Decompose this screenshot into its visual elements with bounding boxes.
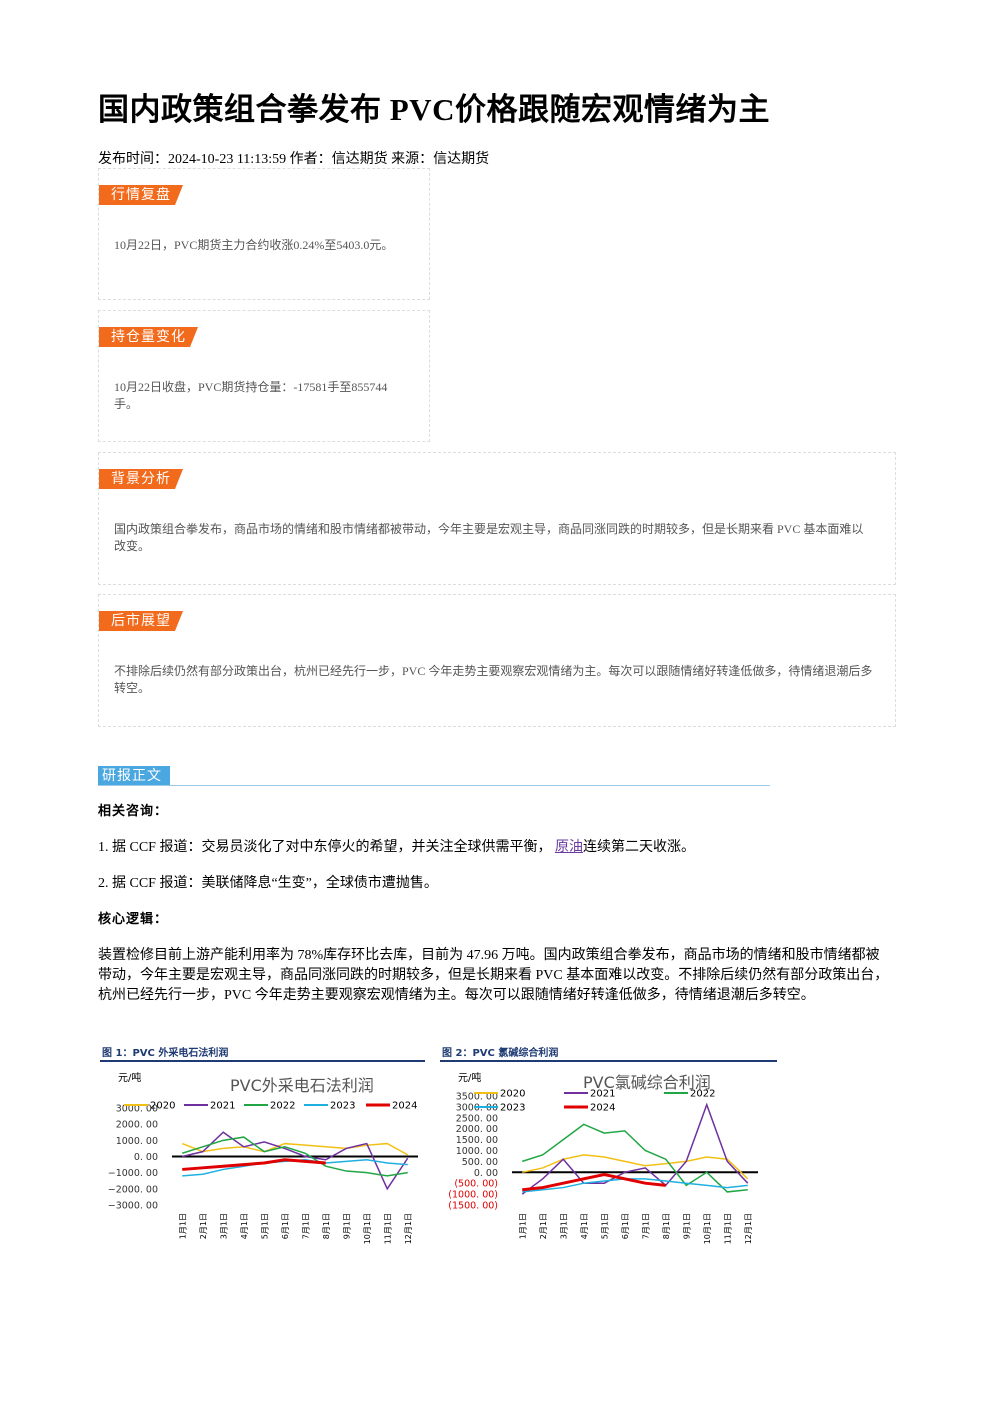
heading: 相关咨询： xyxy=(98,804,169,819)
y-tick-label: −2000. 00 xyxy=(108,1184,158,1195)
series-line xyxy=(181,1142,409,1156)
y-tick-label: 3500. 00 xyxy=(456,1092,498,1103)
x-tick-label: 11月1日 xyxy=(723,1213,732,1244)
y-tick-label: 2500. 00 xyxy=(456,1113,498,1124)
series-line xyxy=(182,1136,408,1177)
unit: 元/吨 xyxy=(458,1071,481,1084)
x-tick-label: 3月1日 xyxy=(559,1213,568,1239)
x-tick-label: 3月1日 xyxy=(219,1213,228,1239)
x-tick-label: 7月1日 xyxy=(641,1213,650,1239)
series-line xyxy=(521,1102,749,1195)
item: 2. 据 CCF 报道：美联储降息“生变”，全球债市遭抛售。 xyxy=(98,876,438,891)
caption: 图 1：PVC 外采电石法利润 xyxy=(102,1046,228,1059)
y-tick-label: 0. 00 xyxy=(474,1168,498,1179)
x-tick-label: 12月1日 xyxy=(744,1213,753,1244)
legend-label: 2022 xyxy=(270,1101,295,1112)
y-tick-label: 1000. 00 xyxy=(116,1136,158,1147)
link[interactable]: 原油 xyxy=(554,840,583,855)
x-tick-label: 1月1日 xyxy=(518,1213,527,1239)
y-tick-label: 1500. 00 xyxy=(456,1135,498,1146)
section-box: 持仓量变化 10月22日收盘，PVC期货持仓量：-17581手至855744手。 xyxy=(98,310,430,442)
section-text: 不排除后续仍然有部分政策出台，杭州已经先行一步，PVC 今年走势主要观察宏观情绪… xyxy=(114,664,873,695)
section-text: 10月22日收盘，PVC期货持仓量：-17581手至855744手。 xyxy=(114,380,388,411)
section-text: 10月22日，PVC期货主力合约收涨0.24%至5403.0元。 xyxy=(114,238,394,252)
x-tick-label: 5月1日 xyxy=(600,1213,609,1239)
series-line xyxy=(522,1123,748,1193)
meta: 发布时间：2024-10-23 11:13:59 作者：信达期货 来源：信达期货 xyxy=(98,152,490,167)
section-tag: 后市展望 xyxy=(99,611,183,631)
divider xyxy=(98,785,770,786)
x-tick-label: 2月1日 xyxy=(199,1213,208,1239)
item-text: 1. 据 CCF 报道：交易员淡化了对中东停火的希望，并关注全球供需平衡， xyxy=(98,840,552,855)
legend-label: 2021 xyxy=(210,1101,235,1112)
legend-label: 2020 xyxy=(150,1101,175,1112)
x-tick-label: 10月1日 xyxy=(363,1213,372,1244)
y-tick-label: −3000. 00 xyxy=(108,1201,158,1212)
x-tick-label: 4月1日 xyxy=(580,1213,589,1239)
legend-label: 2023 xyxy=(500,1103,525,1114)
series-line xyxy=(522,1154,749,1180)
x-tick-label: 12月1日 xyxy=(404,1213,413,1244)
legend-label: 2022 xyxy=(690,1089,715,1100)
chart-title: PVC氯碱综合利润 xyxy=(583,1073,711,1092)
x-tick-label: 9月1日 xyxy=(682,1213,691,1239)
y-tick-label: 500. 00 xyxy=(462,1157,498,1168)
section-box: 背景分析 国内政策组合拳发布，商品市场的情绪和股市情绪都被带动，今年主要是宏观主… xyxy=(98,452,896,585)
y-tick-label: 2000. 00 xyxy=(116,1120,158,1131)
x-tick-label: 6月1日 xyxy=(621,1213,630,1239)
section-tag: 持仓量变化 xyxy=(99,327,198,347)
item-text: 连续第二天收涨。 xyxy=(582,840,695,855)
paragraph: 装置检修目前上游产能利用率为 78%库存环比去库，目前为 47.96 万吨。国内… xyxy=(98,948,889,1003)
legend-label: 2024 xyxy=(392,1101,417,1112)
caption-rule xyxy=(100,1060,425,1062)
x-tick-label: 1月1日 xyxy=(178,1213,187,1239)
x-tick-label: 6月1日 xyxy=(281,1213,290,1239)
series-line xyxy=(182,1158,326,1171)
section-box: 行情复盘 10月22日，PVC期货主力合约收涨0.24%至5403.0元。 xyxy=(98,168,430,300)
x-tick-label: 8月1日 xyxy=(662,1213,671,1239)
x-tick-label: 11月1日 xyxy=(383,1213,392,1244)
y-tick-label: 3000. 00 xyxy=(116,1104,158,1115)
x-tick-label: 2月1日 xyxy=(539,1213,548,1239)
legend-label: 2023 xyxy=(330,1101,355,1112)
x-tick-label: 5月1日 xyxy=(260,1213,269,1239)
caption-rule xyxy=(440,1060,777,1062)
y-tick-label: 1000. 00 xyxy=(456,1146,498,1157)
y-tick-label: 2000. 00 xyxy=(456,1124,498,1135)
y-tick-label: (1500. 00) xyxy=(448,1201,498,1212)
y-tick-label: 0. 00 xyxy=(134,1152,158,1163)
section-tag: 背景分析 xyxy=(99,469,183,489)
x-tick-label: 9月1日 xyxy=(342,1213,351,1239)
title: 国内政策组合拳发布 PVC价格跟随宏观情绪为主 xyxy=(98,92,770,127)
caption: 图 2：PVC 氯碱综合利润 xyxy=(442,1046,558,1059)
legend-label: 2021 xyxy=(590,1089,615,1100)
x-tick-label: 8月1日 xyxy=(322,1213,331,1239)
series-line xyxy=(182,1131,409,1191)
y-tick-label: −1000. 00 xyxy=(108,1168,158,1179)
series-line xyxy=(522,1178,748,1193)
section-text: 国内政策组合拳发布，商品市场的情绪和股市情绪都被带动，今年主要是宏观主导，商品同… xyxy=(114,522,864,553)
x-tick-label: 4月1日 xyxy=(240,1213,249,1239)
x-tick-label: 10月1日 xyxy=(703,1213,712,1244)
x-tick-label: 7月1日 xyxy=(301,1213,310,1239)
legend-label: 2024 xyxy=(590,1103,615,1114)
report-tag: 研报正文 xyxy=(98,766,170,786)
y-tick-label: (1000. 00) xyxy=(448,1190,498,1201)
y-tick-label: (500. 00) xyxy=(454,1179,498,1190)
heading: 核心逻辑： xyxy=(98,912,169,927)
legend-label: 2020 xyxy=(500,1089,525,1100)
section-box: 后市展望 不排除后续仍然有部分政策出台，杭州已经先行一步，PVC 今年走势主要观… xyxy=(98,594,896,727)
unit: 元/吨 xyxy=(118,1071,141,1084)
item: 1. 据 CCF 报道：交易员淡化了对中东停火的希望，并关注全球供需平衡， 原油… xyxy=(98,838,892,858)
chart-title: PVC外采电石法利润 xyxy=(230,1076,374,1095)
series-line xyxy=(522,1172,666,1192)
section-tag: 行情复盘 xyxy=(99,185,183,205)
